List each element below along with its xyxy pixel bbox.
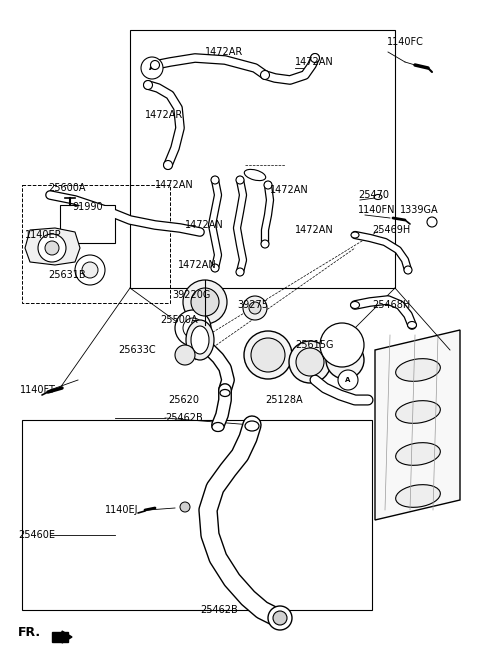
Text: 39220G: 39220G [172, 290, 210, 300]
Ellipse shape [396, 359, 440, 381]
Polygon shape [375, 330, 460, 520]
Text: 25462B: 25462B [200, 605, 238, 615]
Ellipse shape [144, 81, 153, 89]
Text: 25469H: 25469H [372, 225, 410, 235]
Ellipse shape [186, 320, 214, 360]
Ellipse shape [264, 181, 272, 189]
Ellipse shape [408, 321, 417, 328]
Polygon shape [25, 228, 80, 265]
Ellipse shape [236, 176, 244, 184]
Text: 25462B: 25462B [165, 413, 203, 423]
Text: 25615G: 25615G [295, 340, 334, 350]
Text: 1140EP: 1140EP [25, 230, 61, 240]
Circle shape [45, 241, 59, 255]
Circle shape [183, 280, 227, 324]
Text: 1472AN: 1472AN [155, 180, 194, 190]
Circle shape [175, 345, 195, 365]
Text: 1472AN: 1472AN [295, 225, 334, 235]
Text: 1140EJ: 1140EJ [105, 505, 139, 515]
Bar [22, 420, 372, 610]
Text: 1472AR: 1472AR [205, 47, 243, 57]
Ellipse shape [396, 401, 440, 423]
Ellipse shape [236, 268, 244, 276]
Circle shape [338, 370, 358, 390]
Ellipse shape [244, 170, 266, 181]
Circle shape [249, 302, 261, 314]
Circle shape [243, 296, 267, 320]
Ellipse shape [350, 302, 360, 309]
Polygon shape [62, 631, 72, 643]
Text: A: A [345, 377, 351, 383]
Text: 25468H: 25468H [372, 300, 410, 310]
Text: FR.: FR. [18, 627, 41, 639]
Ellipse shape [244, 331, 292, 379]
Ellipse shape [151, 60, 159, 70]
Text: 1472AN: 1472AN [270, 185, 309, 195]
Text: 1140FC: 1140FC [387, 37, 424, 47]
Ellipse shape [251, 338, 285, 372]
Text: 25631B: 25631B [48, 270, 85, 280]
Text: 25470: 25470 [358, 190, 389, 200]
Ellipse shape [211, 176, 219, 184]
Ellipse shape [311, 53, 320, 62]
Text: 1140FT: 1140FT [20, 385, 56, 395]
Circle shape [427, 217, 437, 227]
Circle shape [273, 611, 287, 625]
Circle shape [82, 262, 98, 278]
Ellipse shape [351, 232, 359, 238]
Text: 1472AN: 1472AN [295, 57, 334, 67]
Circle shape [183, 318, 203, 338]
Circle shape [75, 255, 105, 285]
Circle shape [320, 323, 364, 367]
Ellipse shape [211, 264, 219, 272]
Circle shape [180, 502, 190, 512]
Text: 1140FN: 1140FN [358, 205, 396, 215]
Circle shape [38, 234, 66, 262]
Ellipse shape [212, 422, 224, 432]
Circle shape [141, 57, 163, 79]
Text: 25600A: 25600A [48, 183, 85, 193]
Text: 1472AR: 1472AR [145, 110, 183, 120]
Ellipse shape [261, 70, 269, 79]
Ellipse shape [296, 348, 324, 376]
Bar [130, 30, 395, 288]
Ellipse shape [396, 485, 440, 507]
Text: A: A [149, 64, 155, 72]
Ellipse shape [396, 443, 440, 465]
Ellipse shape [245, 421, 259, 431]
Text: 1472AN: 1472AN [185, 220, 224, 230]
Text: 1472AN: 1472AN [178, 260, 217, 270]
Polygon shape [52, 632, 68, 642]
Ellipse shape [261, 240, 269, 248]
Text: 25500A: 25500A [160, 315, 198, 325]
Text: 25633C: 25633C [118, 345, 156, 355]
Ellipse shape [164, 160, 172, 170]
Ellipse shape [289, 341, 331, 383]
Text: 91990: 91990 [72, 202, 103, 212]
Bar [22, 185, 170, 303]
Text: 1339GA: 1339GA [400, 205, 439, 215]
Bar [60, 205, 115, 243]
Text: 25128A: 25128A [265, 395, 302, 405]
Ellipse shape [404, 266, 412, 274]
Text: 39275: 39275 [237, 300, 268, 310]
Text: 25460E: 25460E [18, 530, 55, 540]
Circle shape [268, 606, 292, 630]
Circle shape [175, 310, 211, 346]
Ellipse shape [326, 341, 364, 379]
Ellipse shape [220, 390, 230, 397]
Circle shape [191, 288, 219, 316]
Ellipse shape [191, 326, 209, 354]
Text: 25620: 25620 [168, 395, 199, 405]
Ellipse shape [374, 194, 382, 200]
